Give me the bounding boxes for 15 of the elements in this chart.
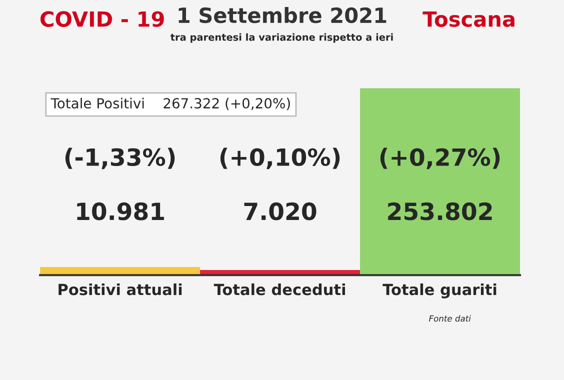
data-label: 253.802 — [388, 202, 492, 220]
x-tick-label: Totale deceduti — [214, 283, 345, 296]
text: Toscana — [422, 11, 514, 27]
x-tick-label: Totale guariti — [382, 283, 496, 298]
annotation: (+0,10%) — [220, 148, 340, 170]
chart-title: COVID - 19 — [40, 11, 164, 27]
annotation: Totale Positivi 267.322 (+0,20%) — [50, 98, 290, 110]
source-note: Fonte dati — [428, 315, 471, 322]
text: tra parentesi la variazione rispetto a ieri — [170, 33, 393, 43]
annotation: (-1,33%) — [65, 148, 175, 170]
annotation: (+0,27%) — [380, 148, 500, 170]
chart-subtitle: 1 Settembre 2021 — [178, 7, 386, 24]
data-label: 7.020 — [244, 202, 316, 220]
x-tick-label: Positivi attuali — [58, 283, 182, 296]
data-label: 10.981 — [77, 202, 164, 220]
